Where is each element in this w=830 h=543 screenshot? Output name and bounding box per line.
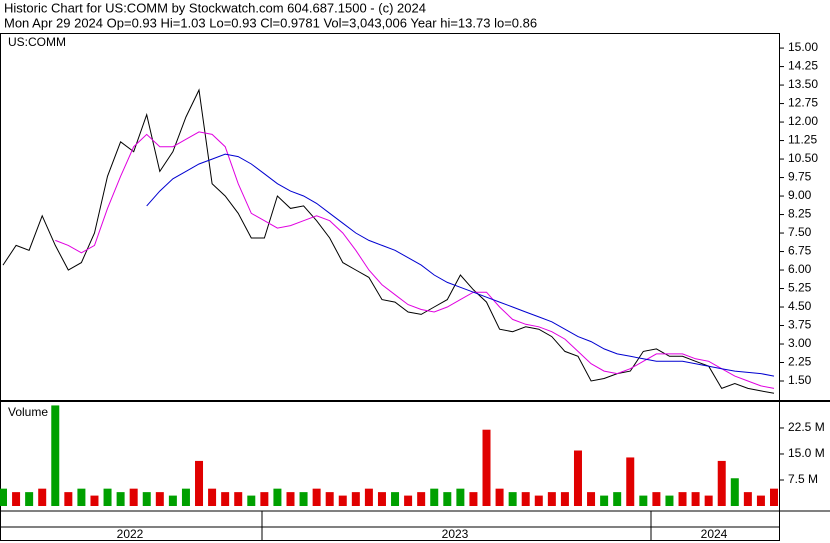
y-tick-label: 15.00 xyxy=(788,40,818,54)
volume-bar xyxy=(51,405,60,506)
volume-bar xyxy=(116,492,125,506)
volume-bar xyxy=(691,492,700,506)
volume-bar xyxy=(90,495,99,506)
y-tick-label: 7.50 xyxy=(788,225,812,239)
volume-bar xyxy=(430,488,439,506)
volume-bar xyxy=(260,492,269,506)
volume-bar xyxy=(168,495,177,506)
volume-bar xyxy=(508,492,517,506)
volume-bar xyxy=(652,492,661,506)
y-tick-label: 12.00 xyxy=(788,114,818,128)
volume-bar xyxy=(273,488,282,506)
volume-bar xyxy=(417,492,426,506)
volume-bar xyxy=(325,492,334,506)
volume-bar xyxy=(404,495,413,506)
volume-bar xyxy=(704,495,713,506)
volume-bar xyxy=(443,492,452,506)
volume-bar xyxy=(469,492,478,506)
y-tick-label: 9.75 xyxy=(788,170,812,184)
y-tick-label: 1.50 xyxy=(788,373,812,387)
volume-bar xyxy=(77,488,86,506)
volume-bar xyxy=(482,429,491,506)
y-tick-label: 11.25 xyxy=(788,133,817,147)
volume-bar xyxy=(456,488,465,506)
period-label: 2023 xyxy=(442,527,469,541)
price-line xyxy=(2,88,775,394)
y-tick-label: 3.75 xyxy=(788,318,812,332)
volume-bar xyxy=(534,495,543,506)
volume-bar xyxy=(626,457,635,506)
moving-average xyxy=(146,153,775,377)
volume-bar xyxy=(155,492,164,506)
y-tick-label: 22.5 M xyxy=(788,420,825,434)
volume-bar xyxy=(103,488,112,506)
volume-bar xyxy=(639,495,648,506)
period-label: 2024 xyxy=(701,527,728,541)
y-tick-label: 6.75 xyxy=(788,244,812,258)
y-tick-label: 14.25 xyxy=(788,59,818,73)
volume-bar xyxy=(587,492,596,506)
volume-bar xyxy=(351,492,360,506)
volume-bar xyxy=(208,488,217,506)
symbol-label: US:COMM xyxy=(8,35,66,49)
volume-bar xyxy=(181,488,190,506)
volume-bar xyxy=(560,492,569,506)
volume-bar xyxy=(25,492,34,506)
volume-bar xyxy=(495,488,504,506)
y-tick-label: 2.25 xyxy=(788,355,812,369)
volume-bar xyxy=(12,492,21,506)
y-tick-label: 4.50 xyxy=(788,299,812,313)
volume-bar xyxy=(195,460,204,506)
volume-bar xyxy=(364,488,373,506)
volume-bar xyxy=(613,492,622,506)
volume-bar xyxy=(391,492,400,506)
volume-title: Volume xyxy=(8,405,48,419)
volume-bar xyxy=(770,488,778,506)
volume-bar xyxy=(64,492,73,506)
y-tick-label: 10.50 xyxy=(788,151,818,165)
moving-average xyxy=(55,131,775,389)
volume-bar xyxy=(743,492,752,506)
volume-bar xyxy=(717,460,726,506)
volume-bar xyxy=(221,492,230,506)
volume-bar xyxy=(299,492,308,506)
volume-bar xyxy=(573,450,582,506)
volume-bar xyxy=(665,495,674,506)
y-tick-label: 7.5 M xyxy=(788,472,818,486)
volume-bar xyxy=(678,492,687,506)
volume-bar xyxy=(234,492,243,506)
volume-bar xyxy=(547,492,556,506)
y-tick-label: 15.0 M xyxy=(788,446,825,460)
y-tick-label: 9.00 xyxy=(788,188,812,202)
y-tick-label: 5.25 xyxy=(788,281,812,295)
y-tick-label: 13.50 xyxy=(788,77,818,91)
volume-bar xyxy=(338,495,347,506)
volume-bar xyxy=(600,495,609,506)
volume-bar xyxy=(142,492,151,506)
chart-subtitle: Mon Apr 29 2024 Op=0.93 Hi=1.03 Lo=0.93 … xyxy=(4,15,537,30)
period-label: 2022 xyxy=(117,527,144,541)
y-tick-label: 6.00 xyxy=(788,262,812,276)
volume-bar xyxy=(38,488,47,506)
volume-bar xyxy=(756,495,765,506)
volume-bar xyxy=(312,488,321,506)
volume-bar xyxy=(521,492,530,506)
y-tick-label: 12.75 xyxy=(788,96,818,110)
volume-bar xyxy=(377,492,386,506)
chart-title: Historic Chart for US:COMM by Stockwatch… xyxy=(4,0,426,15)
y-tick-label: 3.00 xyxy=(788,336,812,350)
volume-bar xyxy=(730,478,739,506)
volume-bar xyxy=(129,488,138,506)
y-tick-label: 8.25 xyxy=(788,207,812,221)
volume-bar xyxy=(247,495,256,506)
volume-bar xyxy=(286,492,295,506)
frame xyxy=(0,33,780,541)
volume-bar xyxy=(0,488,7,506)
